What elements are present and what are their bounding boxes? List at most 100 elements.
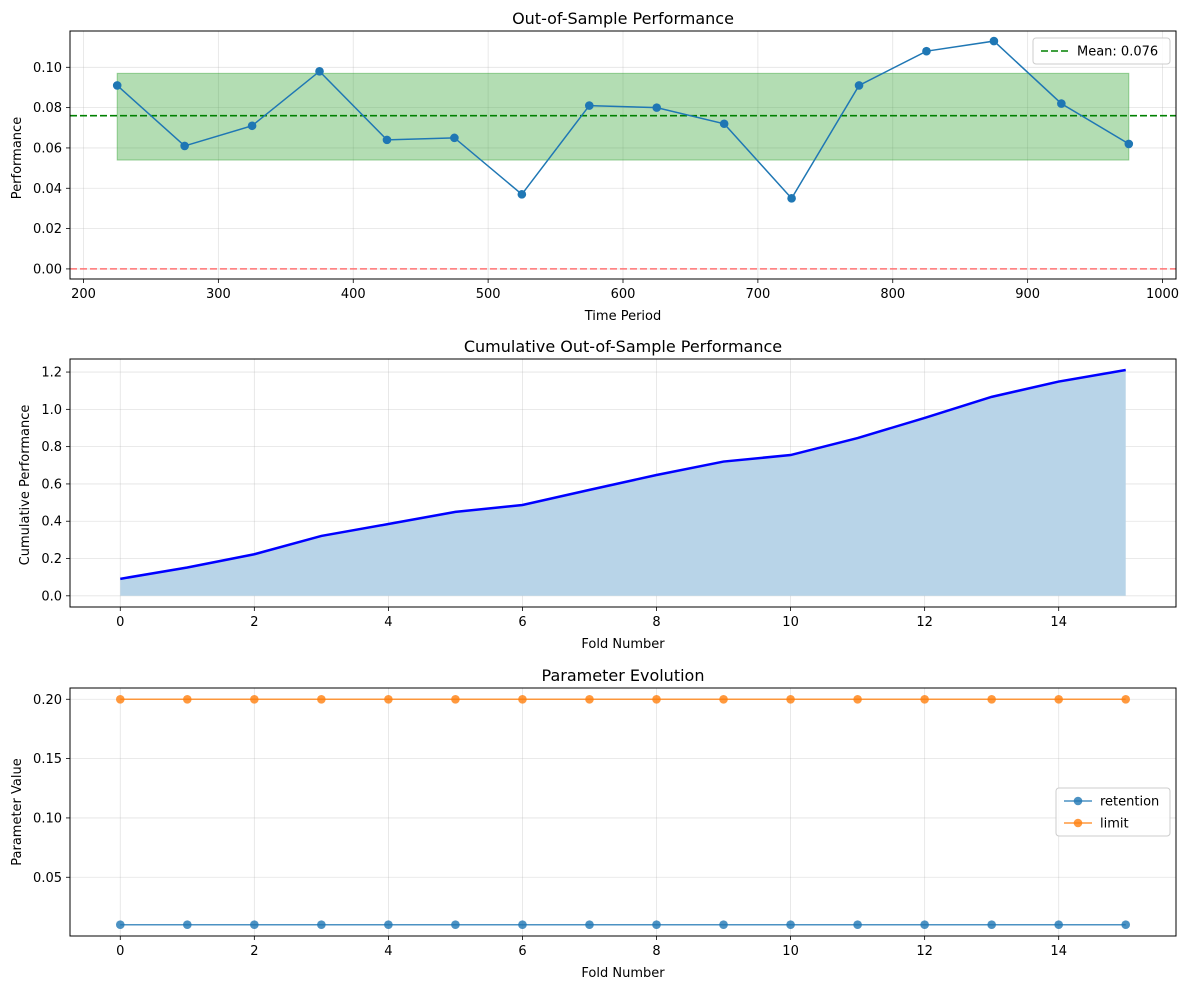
y-tick-label: 0.10 xyxy=(33,61,62,76)
x-tick-label: 300 xyxy=(206,287,231,302)
series-retention xyxy=(115,920,1131,930)
y-tick-label: 0.06 xyxy=(33,141,62,156)
legend-label-retention: retention xyxy=(1100,795,1159,810)
data-point xyxy=(450,133,459,143)
chart-title: Cumulative Out-of-Sample Performance xyxy=(464,337,782,356)
data-point xyxy=(1121,920,1131,930)
plot-area: 200 300 400 500 600 700 800 900 1000 0.00 0.02 0.04… xyxy=(33,30,1179,302)
y-tick-label: 0.4 xyxy=(41,515,62,530)
legend-frame xyxy=(1055,787,1171,837)
x-tick-label: 1000 xyxy=(1146,287,1179,302)
ticks: 0 2 4 6 8 10 12 14 0.05 0.10 0.15 0.20 xyxy=(33,693,1067,959)
chart-title: Parameter Evolution xyxy=(542,666,705,685)
data-point xyxy=(853,694,862,704)
x-tick-label: 200 xyxy=(71,287,96,302)
data-point xyxy=(517,190,527,199)
series-0 xyxy=(120,368,1126,596)
y-axis-label: Performance xyxy=(10,117,25,199)
y-tick-label: 1.2 xyxy=(41,366,62,381)
data-point xyxy=(920,694,929,704)
y-tick-label: 0.2 xyxy=(41,552,62,567)
y-tick-label: 0.0 xyxy=(41,589,62,604)
x-tick-label: 700 xyxy=(745,287,770,302)
data-point xyxy=(787,194,796,203)
data-point xyxy=(115,920,125,930)
data-point xyxy=(382,135,392,145)
data-point xyxy=(451,920,460,930)
data-point xyxy=(250,694,259,704)
x-tick-label: 900 xyxy=(1015,287,1040,302)
legend-frame xyxy=(1032,37,1171,65)
series-line xyxy=(116,40,1130,200)
y-tick-label: 0.00 xyxy=(33,262,62,277)
x-tick-label: 8 xyxy=(652,615,660,630)
x-tick-label: 8 xyxy=(652,944,660,959)
y-tick-label: 0.15 xyxy=(33,752,62,767)
x-tick-label: 12 xyxy=(916,615,933,630)
data-point xyxy=(920,920,929,930)
plot-area: 0 2 4 6 8 10 12 14 0.0 0.2 0.4 0.6 0.8 1.0 1.2 xyxy=(41,358,1177,630)
x-axis-label: Fold Number xyxy=(581,966,665,981)
chart-title: Out-of-Sample Performance xyxy=(512,9,734,28)
x-tick-label: 0 xyxy=(116,615,124,630)
data-point xyxy=(989,36,999,46)
y-tick-label: 0.10 xyxy=(33,811,62,826)
data-point xyxy=(317,694,326,704)
x-tick-label: 12 xyxy=(916,944,933,959)
x-tick-label: 2 xyxy=(250,615,258,630)
legend-label-limit: limit xyxy=(1100,817,1129,832)
data-point xyxy=(652,920,661,930)
data-point xyxy=(853,920,862,930)
data-point xyxy=(183,694,192,704)
data-point xyxy=(652,694,661,704)
y-tick-label: 0.20 xyxy=(33,693,62,708)
x-tick-label: 500 xyxy=(476,287,501,302)
parameter-evolution-chart: Parameter Evolution Fold Number Paramete… xyxy=(10,666,1177,981)
data-point xyxy=(987,920,996,930)
data-point xyxy=(652,103,662,112)
series-0 xyxy=(112,36,1134,203)
y-tick-label: 0.05 xyxy=(33,871,62,886)
cumulative-line xyxy=(120,368,1126,581)
data-point xyxy=(1054,694,1063,704)
data-point xyxy=(585,694,594,704)
data-point xyxy=(854,81,864,90)
data-point xyxy=(987,694,996,704)
x-tick-label: 400 xyxy=(341,287,366,302)
data-point xyxy=(1054,920,1063,930)
data-point xyxy=(317,920,326,930)
x-tick-label: 10 xyxy=(782,615,799,630)
data-point xyxy=(518,694,527,704)
x-tick-label: 0 xyxy=(116,944,124,959)
data-point xyxy=(719,119,729,129)
cumulative-performance-chart: Cumulative Out-of-Sample Performance Fol… xyxy=(18,337,1177,652)
y-axis-label: Cumulative Performance xyxy=(18,405,33,566)
x-tick-label: 600 xyxy=(611,287,636,302)
x-axis-label: Fold Number xyxy=(581,637,665,652)
axes-frame xyxy=(69,687,1177,937)
y-axis-label: Parameter Value xyxy=(10,758,25,865)
data-point xyxy=(585,920,594,930)
std-band xyxy=(116,72,1130,161)
x-tick-label: 6 xyxy=(518,944,526,959)
x-tick-label: 6 xyxy=(518,615,526,630)
data-point xyxy=(247,121,257,131)
x-tick-label: 4 xyxy=(384,944,392,959)
data-point xyxy=(112,81,122,90)
x-tick-label: 2 xyxy=(250,944,258,959)
axes-frame xyxy=(69,358,1177,608)
y-tick-label: 0.02 xyxy=(33,222,62,237)
data-point xyxy=(384,920,393,930)
data-point xyxy=(180,141,189,151)
y-tick-label: 0.8 xyxy=(41,440,62,455)
legend: retention limit xyxy=(1055,787,1171,837)
plot-area: 0 2 4 6 8 10 12 14 0.05 0.10 0.15 0.20 retention limi… xyxy=(33,687,1177,959)
data-point xyxy=(183,920,192,930)
x-tick-label: 800 xyxy=(880,287,905,302)
y-tick-label: 1.0 xyxy=(41,403,62,418)
x-tick-label: 4 xyxy=(384,615,392,630)
y-tick-label: 0.08 xyxy=(33,101,62,116)
data-point xyxy=(451,694,460,704)
data-point xyxy=(315,67,324,76)
